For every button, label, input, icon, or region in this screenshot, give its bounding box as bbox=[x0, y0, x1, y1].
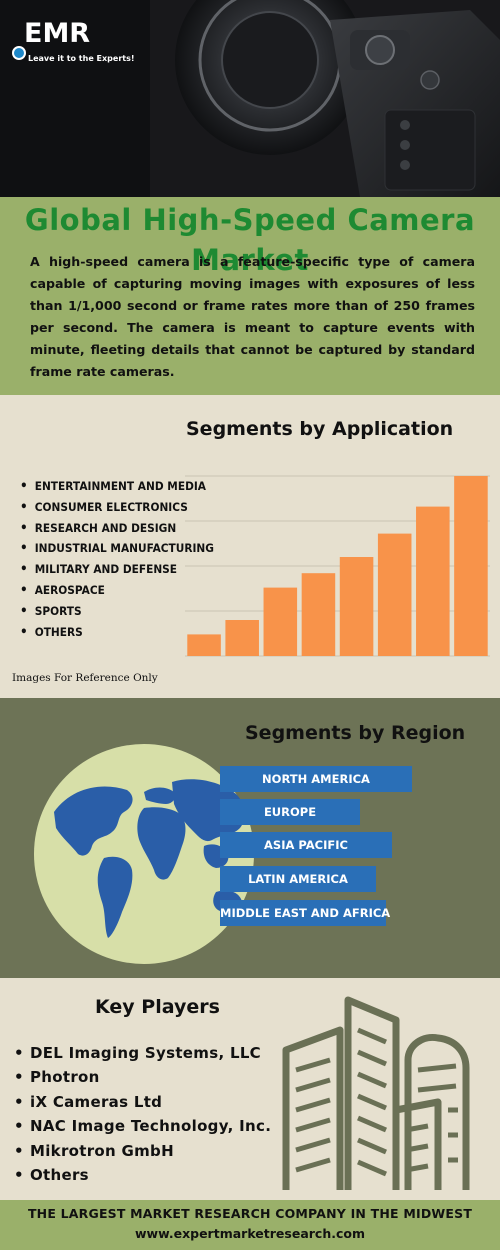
logo-tagline: Leave it to the Experts! bbox=[28, 54, 135, 63]
logo-text: EMR bbox=[24, 18, 91, 49]
list-item: SPORTS bbox=[20, 601, 214, 622]
chart-bar bbox=[187, 634, 221, 656]
list-item: ENTERTAINMENT AND MEDIA bbox=[20, 476, 214, 497]
list-item: Others bbox=[14, 1163, 271, 1187]
list-item: RESEARCH AND DESIGN bbox=[20, 518, 214, 539]
hero-camera-image: EMR Leave it to the Experts! bbox=[0, 0, 500, 197]
region-bar-europe: EUROPE bbox=[220, 799, 360, 825]
logo-icon bbox=[12, 46, 26, 60]
list-item: OTHERS bbox=[20, 622, 214, 643]
list-item: iX Cameras Ltd bbox=[14, 1090, 271, 1114]
footer-website-link[interactable]: www.expertmarketresearch.com bbox=[135, 1226, 365, 1241]
region-bar-asia-pacific: ASIA PACIFIC bbox=[220, 832, 392, 858]
list-item: AEROSPACE bbox=[20, 580, 214, 601]
players-heading: Key Players bbox=[95, 996, 220, 1018]
footer-band bbox=[0, 1200, 500, 1250]
list-item: CONSUMER ELECTRONICS bbox=[20, 497, 214, 518]
chart-bar bbox=[263, 587, 298, 656]
chart-bar bbox=[225, 620, 259, 656]
emr-logo[interactable]: EMR Leave it to the Experts! bbox=[8, 10, 135, 65]
application-list: ENTERTAINMENT AND MEDIA CONSUMER ELECTRO… bbox=[20, 476, 231, 642]
application-bar-chart bbox=[185, 475, 490, 657]
page-title: Global High-Speed Camera Market bbox=[24, 203, 476, 277]
list-item: Mikrotron GmbH bbox=[14, 1139, 271, 1163]
description-text: A high-speed camera is a feature-specifi… bbox=[30, 254, 475, 379]
reference-note: Images For Reference Only bbox=[12, 672, 158, 684]
list-item: NAC Image Technology, Inc. bbox=[14, 1114, 271, 1138]
region-bar-north-america: NORTH AMERICA bbox=[220, 766, 412, 792]
chart-bar bbox=[416, 506, 450, 656]
chart-bar bbox=[454, 476, 488, 656]
list-item: INDUSTRIAL MANUFACTURING bbox=[20, 538, 214, 559]
buildings-icon bbox=[282, 996, 470, 1190]
camera-icon bbox=[0, 0, 500, 197]
chart-bar bbox=[377, 533, 412, 656]
players-list: DEL Imaging Systems, LLC Photron iX Came… bbox=[14, 1041, 271, 1187]
footer-tagline: THE LARGEST MARKET RESEARCH COMPANY IN T… bbox=[27, 1206, 473, 1221]
region-bar-middle-east-africa: MIDDLE EAST AND AFRICA bbox=[220, 900, 390, 926]
list-item: MILITARY AND DEFENSE bbox=[20, 559, 214, 580]
chart-bar bbox=[339, 557, 374, 656]
application-heading: Segments by Application bbox=[186, 418, 454, 440]
region-heading: Segments by Region bbox=[245, 722, 466, 744]
list-item: DEL Imaging Systems, LLC bbox=[14, 1041, 271, 1065]
list-item: Photron bbox=[14, 1065, 271, 1089]
chart-bar bbox=[301, 573, 336, 656]
region-bar-latin-america: LATIN AMERICA bbox=[220, 866, 376, 892]
globe-icon bbox=[34, 744, 254, 964]
intro-band bbox=[0, 197, 500, 395]
